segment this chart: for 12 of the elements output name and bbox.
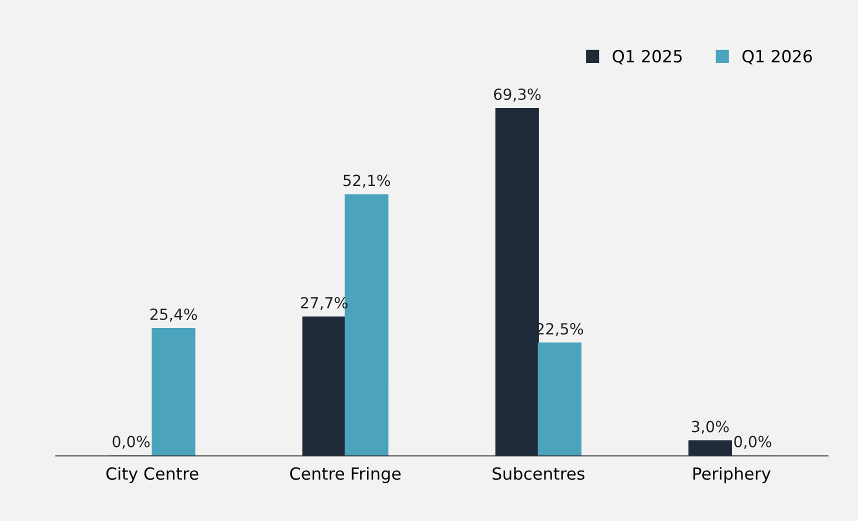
data-label: 69,3% xyxy=(494,88,541,102)
legend-label: Q1 2026 xyxy=(742,50,812,64)
x-tick-label: Centre Fringe xyxy=(290,466,401,484)
x-tick-label: Periphery xyxy=(693,466,771,484)
legend-label: Q1 2025 xyxy=(612,50,682,64)
data-label: 3,0% xyxy=(692,420,729,434)
data-label: 52,1% xyxy=(343,174,390,188)
data-label: 0,0% xyxy=(112,436,150,449)
data-label: 0,0% xyxy=(734,436,772,449)
x-tick-label: Subcentres xyxy=(492,466,584,480)
x-tick-label: City Centre xyxy=(106,466,198,484)
data-label: 25,4% xyxy=(150,308,197,322)
